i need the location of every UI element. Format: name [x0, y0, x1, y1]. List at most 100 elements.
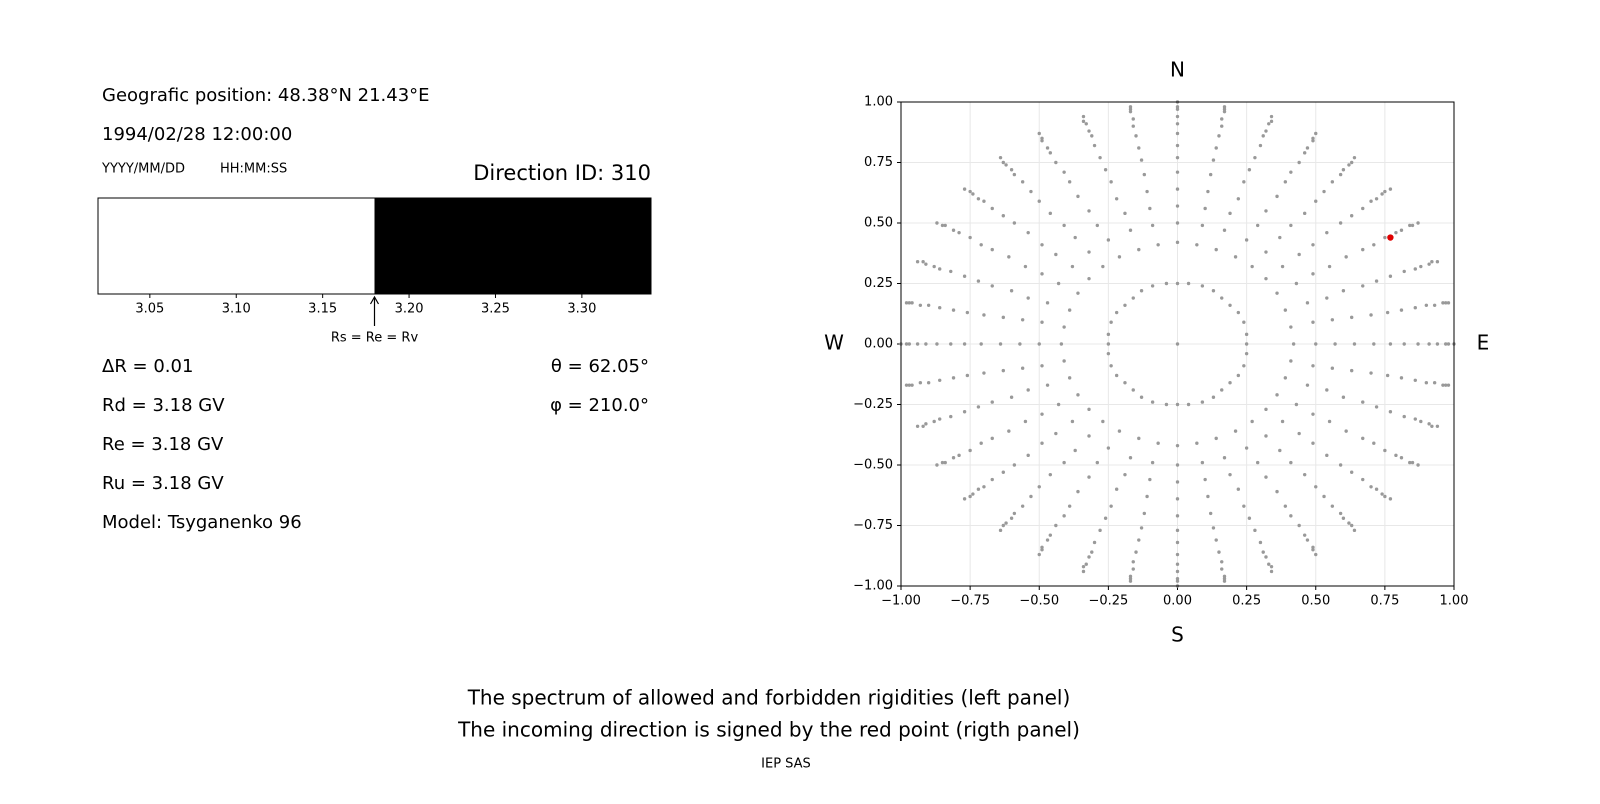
direction-point [1441, 383, 1445, 387]
direction-point [1145, 189, 1149, 194]
direction-point [1305, 146, 1310, 150]
direction-point [935, 463, 939, 467]
direction-point [1067, 180, 1072, 184]
direction-point [1220, 117, 1224, 121]
direction-point [1026, 296, 1030, 300]
direction-point [1416, 221, 1420, 225]
direction-point [1175, 114, 1180, 119]
direction-point [1045, 538, 1050, 542]
direction-point [1387, 234, 1394, 241]
direction-point [1211, 526, 1216, 530]
direction-point [1349, 368, 1354, 373]
direction-point [1175, 569, 1180, 574]
direction-point [1294, 402, 1299, 407]
direction-point [1369, 199, 1373, 203]
direction-point [1344, 255, 1348, 259]
compass-label: E [1477, 331, 1490, 355]
direction-point [1114, 373, 1119, 378]
direction-point [1374, 279, 1379, 283]
direction-point [1081, 114, 1086, 119]
direction-point [1009, 395, 1014, 399]
direction-point [1374, 487, 1379, 491]
direction-point [1430, 424, 1434, 428]
direction-point [1275, 291, 1279, 295]
direction-point [1402, 269, 1406, 274]
direction-point [1261, 134, 1265, 138]
direction-point [1228, 381, 1232, 385]
direction-point [1175, 579, 1180, 583]
direction-point [957, 230, 961, 235]
direction-point [951, 308, 956, 312]
direction-point [1446, 301, 1451, 305]
direction-point [1206, 189, 1210, 194]
direction-point [1020, 318, 1025, 322]
direction-point [1413, 267, 1417, 271]
direction-point [1026, 230, 1030, 235]
direction-point [1128, 105, 1133, 109]
direction-point [1001, 470, 1006, 474]
direction-point [1084, 562, 1088, 566]
direction-point [1399, 376, 1404, 380]
x-tick-label: 3.20 [395, 302, 424, 317]
direction-point [924, 262, 928, 266]
y-tick-label: 0.00 [864, 337, 893, 352]
direction-point [926, 303, 931, 307]
direction-point [1297, 431, 1301, 436]
direction-point [1424, 381, 1429, 385]
direction-point [1175, 552, 1180, 557]
direction-point [1255, 223, 1260, 228]
direction-point [1236, 373, 1241, 378]
direction-point [1139, 289, 1144, 293]
direction-point [968, 235, 972, 240]
time-format: HH:MM:SS [220, 162, 287, 177]
direction-point [907, 301, 911, 305]
direction-point [915, 260, 920, 264]
direction-point [1311, 548, 1315, 552]
direction-point [1106, 351, 1111, 356]
direction-point [1242, 180, 1246, 184]
direction-point [1385, 310, 1390, 315]
direction-point [1012, 221, 1017, 225]
direction-point [1087, 250, 1091, 254]
direction-point [1040, 545, 1044, 549]
compass-label: N [1170, 58, 1185, 82]
direction-point [1444, 342, 1448, 346]
direction-point [1081, 564, 1086, 569]
direction-point [1001, 368, 1006, 373]
direction-point [1040, 272, 1044, 276]
direction-point [1419, 419, 1423, 424]
direction-point [1283, 376, 1288, 380]
direction-point [976, 405, 981, 409]
direction-point [1175, 281, 1180, 286]
direction-point [1242, 320, 1246, 324]
direction-point [1037, 131, 1041, 136]
direction-point [1297, 160, 1301, 165]
direction-point [1054, 523, 1058, 528]
direction-point [1114, 487, 1119, 491]
direction-point [1408, 460, 1412, 465]
direction-point [1195, 243, 1199, 247]
direction-point [1311, 545, 1315, 549]
direction-point [990, 436, 994, 441]
direction-point [1007, 255, 1011, 259]
direction-point [1383, 494, 1387, 499]
direction-point [1399, 228, 1404, 232]
direction-point [915, 424, 920, 428]
direction-point [1128, 574, 1133, 579]
direction-point [1040, 139, 1044, 143]
direction-point [965, 373, 970, 378]
direction-point [1148, 477, 1152, 482]
direction-point [1244, 446, 1249, 450]
direction-point [1220, 567, 1224, 571]
direction-point [1388, 342, 1393, 346]
direction-point [1217, 134, 1221, 138]
direction-point [1020, 366, 1025, 370]
x-tick-label: 3.30 [567, 302, 596, 317]
direction-point [1175, 514, 1180, 518]
direction-point [1009, 516, 1014, 520]
direction-point [904, 301, 909, 305]
direction-point [1054, 431, 1058, 436]
direction-point [1264, 250, 1268, 254]
direction-point [1338, 172, 1343, 177]
direction-point [1302, 151, 1307, 155]
